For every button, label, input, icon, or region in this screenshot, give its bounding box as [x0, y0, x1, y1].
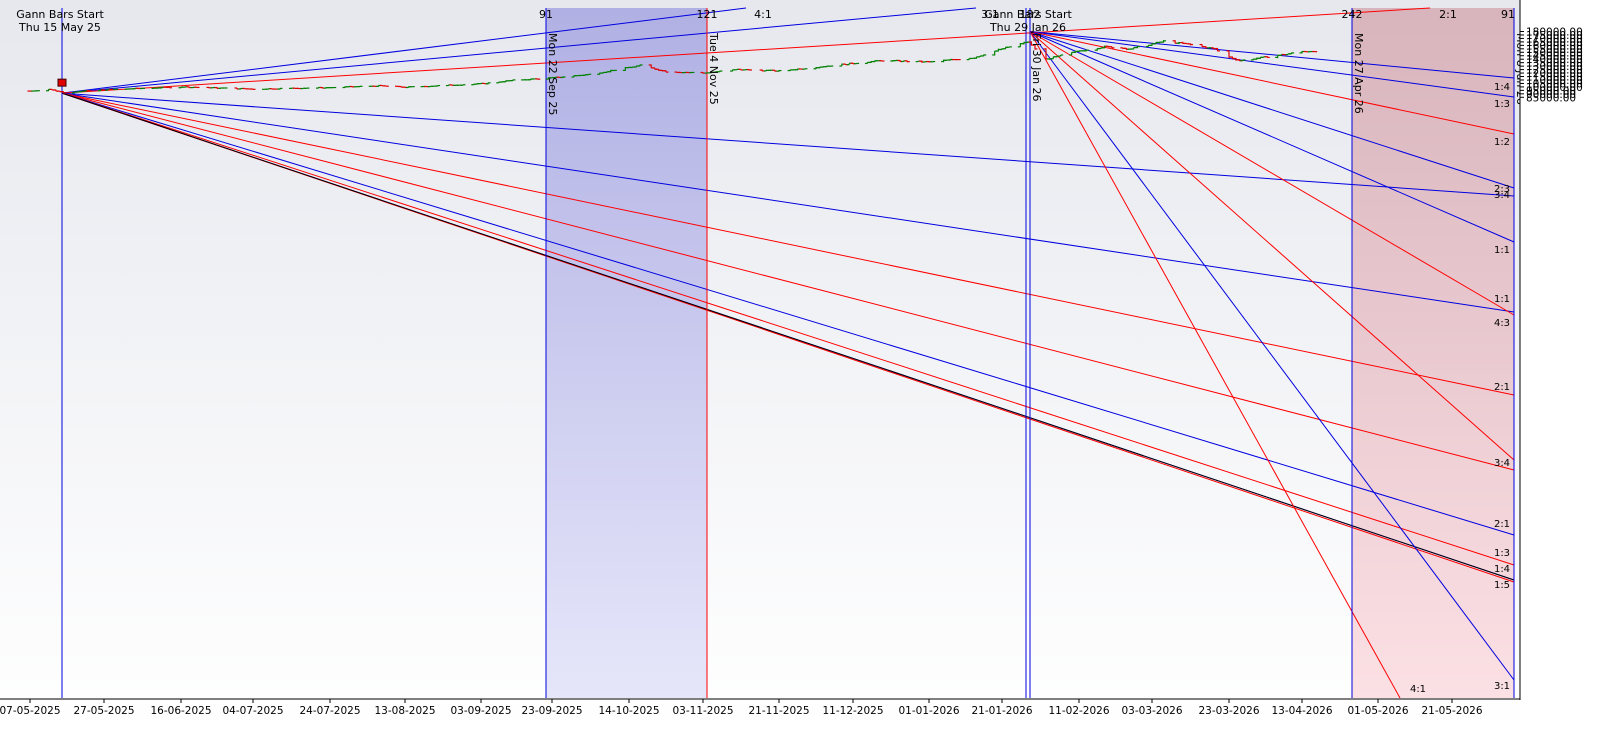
x-axis-tick-label: 11-02-2026 — [1048, 705, 1109, 717]
x-axis-tick-label: 23-09-2025 — [521, 705, 582, 717]
ohlc-bar — [331, 87, 336, 88]
ohlc-bar — [304, 88, 309, 89]
ohlc-bar — [956, 59, 961, 60]
ohlc-bar — [879, 60, 884, 61]
ohlc-bar — [358, 86, 363, 87]
y-axis-tick-label: 180000.00 — [1526, 27, 1583, 39]
fan-up-label: 1:3 — [1494, 548, 1510, 559]
vertical-marker-count: 121 — [697, 8, 718, 21]
x-axis-tick-label: 01-05-2026 — [1347, 705, 1408, 717]
x-axis-tick-label: 11-12-2025 — [822, 705, 883, 717]
fan-down-label: 3:4 — [1494, 190, 1510, 201]
ohlc-bar — [35, 90, 40, 91]
ohlc-bar — [747, 69, 752, 70]
vertical-marker-count: 182 — [1020, 8, 1041, 21]
fan-up-label: 1:5 — [1494, 580, 1510, 591]
x-axis-tick-label: 03-09-2025 — [450, 705, 511, 717]
ohlc-bar — [195, 87, 200, 88]
x-axis-tick-label: 14-10-2025 — [598, 705, 659, 717]
fan-up-label: 3:4 — [1494, 458, 1510, 469]
fan-down-label: 3:1 — [1494, 681, 1510, 692]
y-axis: 85000.0090000.0095000.00100000.00105000.… — [1520, 0, 1600, 732]
x-axis-tick-label: 16-06-2025 — [150, 705, 211, 717]
fan-down-label: 1:1 — [1494, 245, 1510, 256]
start-marker-date: Thu 29 Jan 26 — [989, 21, 1066, 34]
x-axis-tick-label: 03-11-2025 — [672, 705, 733, 717]
fan-up-label: 2:1 — [1494, 519, 1510, 530]
ohlc-bar — [828, 66, 833, 67]
ohlc-bar — [384, 86, 389, 87]
start-marker — [58, 79, 66, 86]
x-axis-tick-label: 21-05-2026 — [1421, 705, 1482, 717]
x-axis-tick-label: 27-05-2025 — [73, 705, 134, 717]
x-axis-tick-label: 23-03-2026 — [1198, 705, 1259, 717]
time-zone-red — [1352, 8, 1514, 698]
x-axis-tick-label: 13-04-2026 — [1271, 705, 1332, 717]
x-axis-tick-label: 04-07-2025 — [222, 705, 283, 717]
x-axis-tick-label: 01-01-2026 — [898, 705, 959, 717]
fan-down-label: 4:1 — [1410, 684, 1426, 695]
ohlc-bar — [1312, 51, 1317, 52]
x-axis-tick-label: 21-01-2026 — [971, 705, 1032, 717]
ohlc-bar — [689, 72, 694, 73]
fan-up-label: 1:4 — [1494, 564, 1510, 575]
ohlc-bar — [854, 63, 859, 64]
x-axis-tick-label: 07-05-2025 — [0, 705, 61, 717]
fan-top-label: 3:1 — [981, 8, 999, 21]
vertical-marker-date: Tue 4 Nov 25 — [707, 32, 720, 105]
ohlc-bar — [167, 87, 172, 88]
x-axis-tick-label: 21-11-2025 — [748, 705, 809, 717]
time-zone-blue — [546, 8, 707, 698]
fan-down-label: 2:1 — [1494, 382, 1510, 393]
x-axis-tick-label: 13-08-2025 — [374, 705, 435, 717]
fan-down-label: 1:2 — [1494, 137, 1510, 148]
fan-down-label: 4:3 — [1494, 318, 1510, 329]
vertical-marker-date: Fri 30 Jan 26 — [1030, 33, 1043, 102]
vertical-marker-count: 91 — [1501, 8, 1515, 21]
x-axis-tick-label: 03-03-2026 — [1121, 705, 1182, 717]
x-axis-tick-label: 24-07-2025 — [299, 705, 360, 717]
vertical-marker-date: Mon 27 Apr 26 — [1352, 33, 1365, 114]
vertical-marker-count: 242 — [1342, 8, 1363, 21]
ohlc-bar — [612, 70, 617, 71]
vertical-marker-date: Mon 22 Sep 25 — [546, 33, 559, 115]
vertical-marker-count: 91 — [539, 8, 553, 21]
fan-down-label: 1:4 — [1494, 82, 1510, 93]
fan-down-label: 1:3 — [1494, 99, 1510, 110]
y-axis-background — [1520, 0, 1600, 732]
start-marker-title: Gann Bars Start — [16, 8, 104, 21]
fan-top-label: 2:1 — [1439, 8, 1457, 21]
fan-up-label: 1:1 — [1494, 294, 1510, 305]
start-marker-date: Thu 15 May 25 — [18, 21, 101, 34]
fan-top-label: 4:1 — [754, 8, 772, 21]
ohlc-bar — [1007, 47, 1012, 48]
